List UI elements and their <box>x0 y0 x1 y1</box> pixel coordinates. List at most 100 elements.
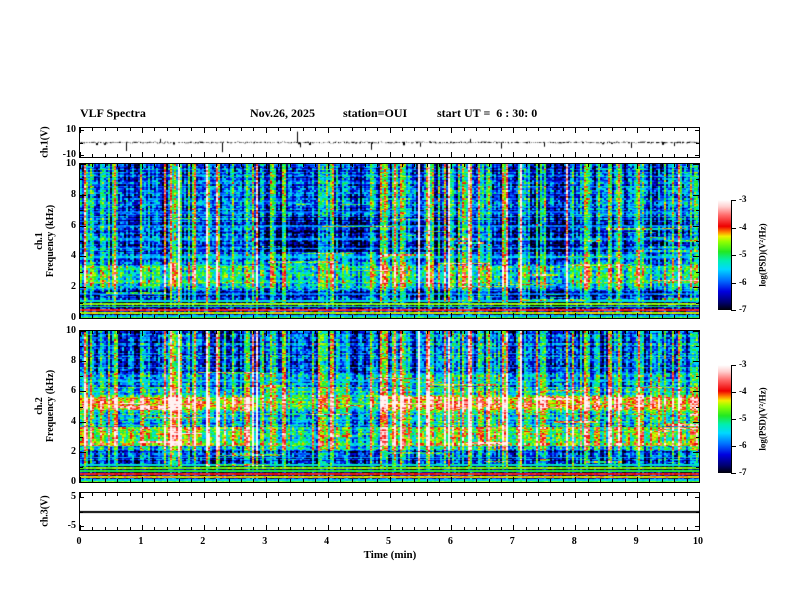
x-tick <box>142 331 143 336</box>
x-tick <box>588 527 589 530</box>
x-tick <box>365 164 366 167</box>
x-tick <box>427 315 428 318</box>
x-tick <box>142 152 143 157</box>
y-tick <box>80 241 83 242</box>
y-tick <box>80 361 86 362</box>
x-tick <box>563 527 564 530</box>
x-tick <box>600 493 601 496</box>
x-tick <box>340 315 341 318</box>
colorbar-tick <box>731 310 736 311</box>
x-tick <box>390 313 391 318</box>
x-tick <box>451 152 452 157</box>
x-tick <box>266 525 267 530</box>
x-tick <box>526 164 527 167</box>
x-tick <box>538 154 539 157</box>
x-tick <box>303 315 304 318</box>
x-tick <box>612 527 613 530</box>
x-tick <box>538 331 539 334</box>
colorbar-tick-label: -5 <box>739 249 747 259</box>
x-tick <box>612 164 613 167</box>
x-tick-label: 7 <box>509 536 515 547</box>
x-tick <box>315 493 316 496</box>
x-tick <box>513 313 514 318</box>
x-tick <box>328 152 329 157</box>
ch3-waveform-canvas <box>80 493 699 530</box>
y-tick <box>693 452 699 453</box>
x-tick <box>290 331 291 334</box>
x-tick <box>513 493 514 498</box>
colorbar-tick-label: -4 <box>739 221 747 232</box>
x-tick <box>266 152 267 157</box>
x-tick <box>625 154 626 157</box>
x-tick <box>513 331 514 336</box>
colorbar-tick-label: -7 <box>739 304 747 314</box>
x-tick <box>253 479 254 482</box>
x-tick <box>588 164 589 167</box>
x-tick <box>191 527 192 530</box>
x-tick <box>92 315 93 318</box>
x-tick <box>625 331 626 334</box>
x-tick <box>253 315 254 318</box>
x-tick <box>167 164 168 167</box>
x-tick <box>142 525 143 530</box>
y-tick <box>696 346 699 347</box>
x-tick <box>489 527 490 530</box>
x-tick <box>80 525 81 530</box>
x-tick <box>588 493 589 496</box>
x-tick <box>303 331 304 334</box>
ch1-waveform-canvas <box>80 128 699 157</box>
ch1-label: ch.1 <box>34 232 45 250</box>
x-tick <box>377 331 378 334</box>
y-tick <box>80 130 84 131</box>
x-tick <box>179 315 180 318</box>
colorbar-ch1-unit-label: log(PSD)(V²/Hz) <box>757 223 768 287</box>
x-tick <box>278 493 279 496</box>
x-tick <box>117 479 118 482</box>
x-tick <box>204 313 205 318</box>
x-tick <box>204 331 205 336</box>
x-tick <box>575 128 576 133</box>
x-tick <box>575 493 576 498</box>
ch1-frequency-unit-label: Frequency (kHz) <box>45 204 56 278</box>
x-tick <box>501 493 502 496</box>
x-tick <box>365 154 366 157</box>
x-tick <box>451 128 452 133</box>
x-tick <box>637 525 638 530</box>
freq-tick-label: 10 <box>66 158 76 169</box>
y-tick <box>693 164 699 165</box>
x-tick <box>625 479 626 482</box>
x-tick-label: 0 <box>76 536 82 547</box>
x-tick <box>563 128 564 131</box>
x-tick <box>328 525 329 530</box>
x-tick <box>179 154 180 157</box>
x-tick <box>538 128 539 131</box>
x-tick <box>501 527 502 530</box>
x-tick <box>526 527 527 530</box>
x-tick <box>365 527 366 530</box>
x-tick <box>154 164 155 167</box>
x-tick <box>204 128 205 133</box>
x-tick <box>315 164 316 167</box>
x-tick <box>241 154 242 157</box>
x-tick <box>390 164 391 169</box>
x-tick <box>550 154 551 157</box>
x-tick <box>451 477 452 482</box>
x-tick <box>80 313 81 318</box>
x-tick <box>130 331 131 334</box>
x-tick <box>600 154 601 157</box>
x-tick <box>142 128 143 133</box>
x-tick-label: 2 <box>200 536 206 547</box>
colorbar-tick <box>731 228 736 229</box>
x-tick <box>191 493 192 496</box>
y-tick <box>696 303 699 304</box>
x-tick <box>451 525 452 530</box>
x-tick <box>550 128 551 131</box>
x-tick <box>130 493 131 496</box>
x-tick <box>439 331 440 334</box>
x-tick <box>92 154 93 157</box>
x-tick <box>674 479 675 482</box>
x-tick <box>167 128 168 131</box>
x-tick <box>501 128 502 131</box>
x-tick <box>662 493 663 496</box>
